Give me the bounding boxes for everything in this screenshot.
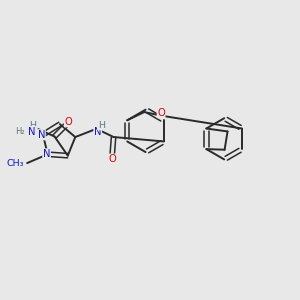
Text: O: O: [64, 117, 72, 127]
Text: H: H: [98, 121, 105, 130]
Text: O: O: [109, 154, 117, 164]
Text: N: N: [43, 149, 50, 159]
Text: N: N: [28, 127, 35, 136]
Text: N: N: [38, 130, 45, 140]
Text: N: N: [94, 127, 101, 137]
Text: H: H: [29, 121, 37, 130]
Text: H₂: H₂: [16, 127, 25, 136]
Text: O: O: [157, 108, 165, 118]
Text: CH₃: CH₃: [7, 159, 24, 168]
